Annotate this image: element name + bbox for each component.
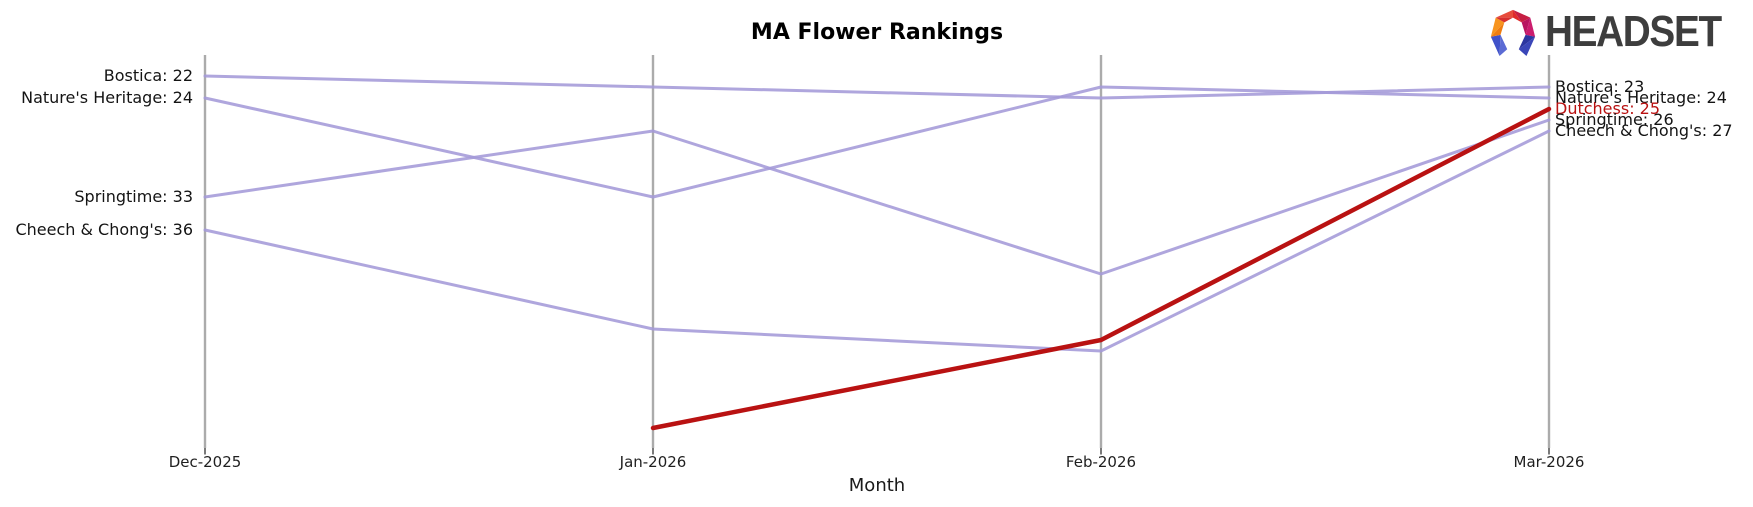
series-line-springtime — [203, 118, 1551, 276]
brand-logo: HEADSET — [1488, 6, 1745, 58]
series-start-label: Bostica: 22 — [103, 66, 193, 85]
series-end-label: Cheech & Chong's: 27 — [1555, 121, 1733, 140]
x-tick-label: Mar-2026 — [1513, 453, 1585, 471]
series-start-label: Springtime: 33 — [74, 187, 193, 206]
x-tick-label: Feb-2026 — [1065, 453, 1137, 471]
series-line-dutchess — [650, 106, 1552, 431]
series-end-label: Nature's Heritage: 24 — [1555, 88, 1727, 107]
x-tick-label: Dec-2025 — [168, 453, 242, 471]
x-axis-title: Month — [848, 475, 906, 496]
series-end-label: Springtime: 26 — [1555, 110, 1674, 129]
series-start-label: Cheech & Chong's: 36 — [15, 220, 193, 239]
brand-logo-text: HEADSET — [1545, 7, 1722, 56]
headset-logo-icon — [1490, 9, 1536, 57]
x-tick-label: Jan-2026 — [619, 453, 687, 471]
series-line-nature-s-heritage — [203, 85, 1551, 199]
series-line-cheech-chong-s — [203, 129, 1551, 353]
series-line-bostica — [203, 74, 1551, 100]
series-start-label: Nature's Heritage: 24 — [21, 88, 193, 107]
chart-title: MA Flower Rankings — [750, 20, 1004, 45]
series-end-label: Dutchess: 25 — [1555, 99, 1661, 118]
series-end-label: Bostica: 23 — [1555, 77, 1645, 96]
